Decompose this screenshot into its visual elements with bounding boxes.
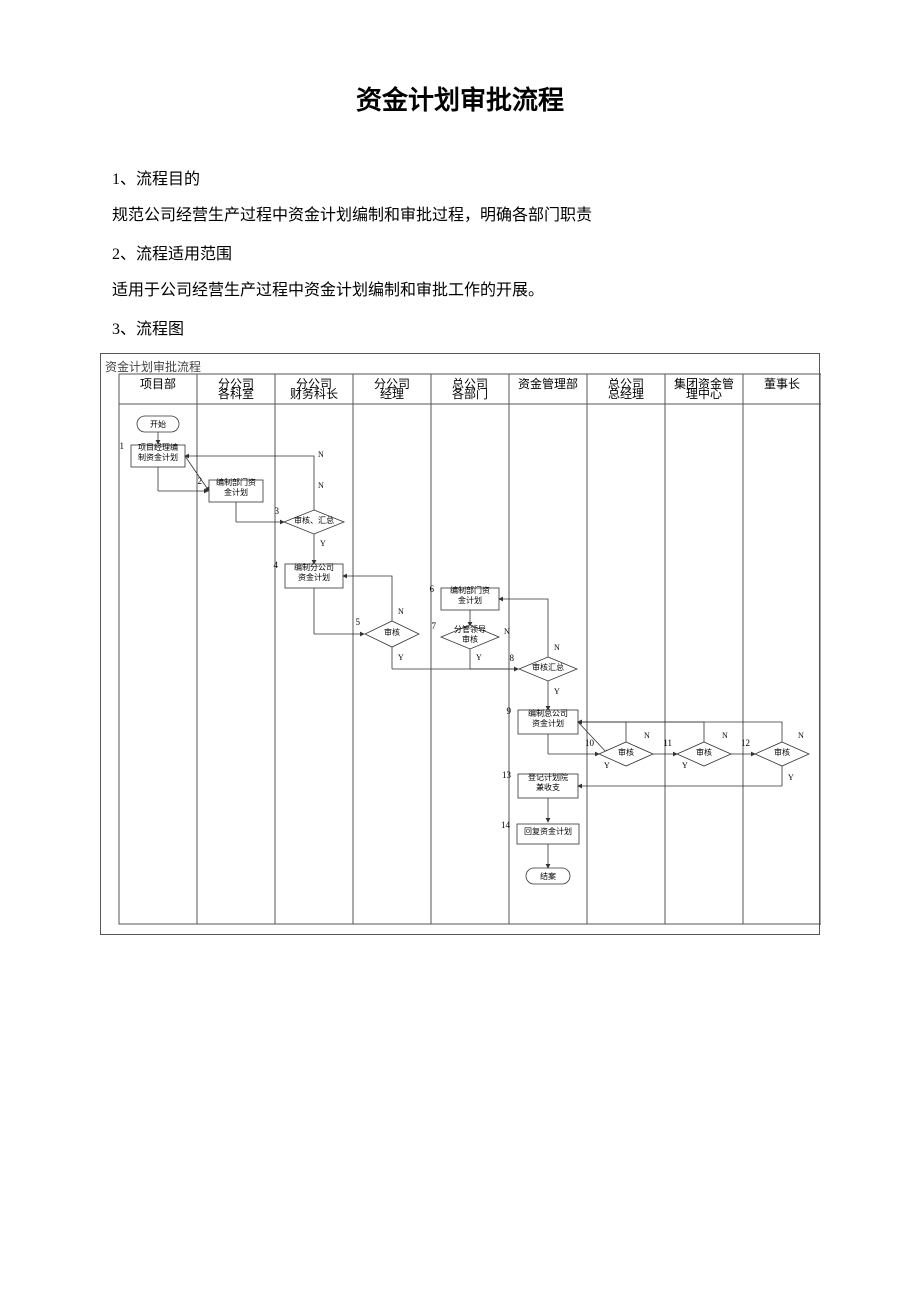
svg-text:编制部门资: 编制部门资 [216, 477, 256, 487]
svg-text:7: 7 [432, 621, 437, 631]
section-2-body: 适用于公司经营生产过程中资金计划编制和审批工作的开展。 [112, 278, 820, 304]
svg-text:4: 4 [274, 560, 279, 570]
svg-text:Y: Y [604, 761, 610, 770]
section-1-heading: 1、流程目的 [112, 167, 820, 193]
svg-text:董事长: 董事长 [764, 377, 800, 391]
svg-text:兼收支: 兼收支 [536, 782, 560, 792]
svg-text:审核: 审核 [462, 634, 478, 644]
svg-text:12: 12 [741, 738, 750, 748]
svg-text:分管领导: 分管领导 [454, 624, 486, 634]
flowchart-title: 资金计划审批流程 [105, 358, 201, 375]
svg-text:项目经理编: 项目经理编 [138, 442, 178, 452]
svg-text:N: N [798, 731, 804, 740]
svg-text:8: 8 [510, 653, 515, 663]
svg-text:2: 2 [198, 476, 203, 486]
svg-text:Y: Y [398, 653, 404, 662]
svg-text:6: 6 [430, 584, 435, 594]
svg-text:N: N [318, 481, 324, 490]
svg-text:10: 10 [585, 738, 595, 748]
svg-text:审核: 审核 [774, 747, 790, 757]
flowchart-container: 资金计划审批流程 项目部分公司各科室分公司财务科长分公司经理总公司各部门资金管理… [100, 353, 820, 935]
svg-text:经理: 经理 [380, 387, 404, 401]
svg-text:3: 3 [275, 506, 280, 516]
svg-text:审核: 审核 [384, 627, 400, 637]
svg-text:Y: Y [554, 687, 560, 696]
svg-text:结案: 结案 [540, 871, 556, 881]
svg-text:登记计划院: 登记计划院 [528, 772, 568, 782]
svg-text:Y: Y [788, 773, 794, 782]
svg-text:编制部门资: 编制部门资 [450, 585, 490, 595]
svg-text:回复资金计划: 回复资金计划 [524, 826, 572, 836]
svg-text:N: N [722, 731, 728, 740]
svg-text:Y: Y [682, 761, 688, 770]
svg-text:1: 1 [120, 441, 125, 451]
svg-text:审核汇总: 审核汇总 [532, 662, 564, 672]
svg-text:资金计划: 资金计划 [298, 572, 330, 582]
svg-text:11: 11 [663, 738, 672, 748]
svg-text:制资金计划: 制资金计划 [138, 452, 178, 462]
svg-text:资金管理部: 资金管理部 [518, 376, 578, 391]
svg-text:开始: 开始 [150, 419, 166, 429]
svg-text:财务科长: 财务科长 [290, 386, 338, 401]
svg-text:理中心: 理中心 [686, 386, 722, 401]
svg-text:编制总公司: 编制总公司 [528, 708, 568, 718]
svg-text:N: N [318, 450, 324, 459]
svg-text:各科室: 各科室 [218, 386, 254, 401]
svg-text:Y: Y [320, 539, 326, 548]
svg-text:13: 13 [502, 770, 512, 780]
svg-text:N: N [504, 627, 510, 636]
svg-text:资金计划: 资金计划 [532, 718, 564, 728]
svg-text:金计划: 金计划 [224, 487, 248, 497]
svg-text:编制分公司: 编制分公司 [294, 562, 334, 572]
svg-text:审核: 审核 [618, 747, 634, 757]
section-1-body: 规范公司经营生产过程中资金计划编制和审批过程，明确各部门职责 [112, 203, 820, 229]
svg-text:总经理: 总经理 [608, 387, 644, 401]
svg-text:各部门: 各部门 [452, 386, 488, 401]
flowchart-svg: 项目部分公司各科室分公司财务科长分公司经理总公司各部门资金管理部总公司总经理集团… [101, 354, 821, 934]
svg-text:N: N [554, 643, 560, 652]
svg-text:审核、汇总: 审核、汇总 [294, 515, 334, 525]
svg-text:N: N [644, 731, 650, 740]
section-3-heading: 3、流程图 [112, 317, 820, 343]
svg-text:金计划: 金计划 [458, 595, 482, 605]
svg-text:审核: 审核 [696, 747, 712, 757]
svg-text:5: 5 [356, 617, 361, 627]
svg-text:14: 14 [501, 820, 511, 830]
page-title: 资金计划审批流程 [100, 80, 820, 117]
svg-text:N: N [398, 607, 404, 616]
svg-text:9: 9 [507, 706, 512, 716]
svg-text:Y: Y [476, 653, 482, 662]
svg-text:项目部: 项目部 [140, 376, 176, 391]
section-2-heading: 2、流程适用范围 [112, 242, 820, 268]
